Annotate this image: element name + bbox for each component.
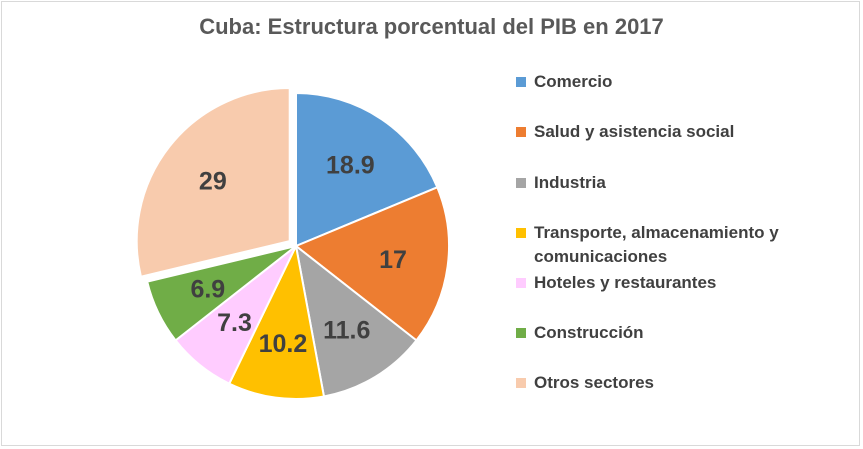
legend-swatch xyxy=(516,178,526,188)
legend-label: Construcción xyxy=(534,323,644,342)
legend-label: Transporte, almacenamiento y comunicacio… xyxy=(534,223,779,266)
legend-swatch xyxy=(516,278,526,288)
data-label-otros-sectores: 29 xyxy=(199,167,227,195)
legend-swatch xyxy=(516,127,526,137)
data-label-industria: 11.6 xyxy=(323,317,370,345)
data-label-comercio: 18.9 xyxy=(326,152,375,180)
pie-slice-otros-sectores xyxy=(135,87,291,278)
pie-slice-comercio xyxy=(295,91,439,248)
legend-swatch xyxy=(516,228,526,238)
legend-label: Salud y asistencia social xyxy=(534,122,735,141)
legend-swatch xyxy=(516,378,526,388)
legend-swatch xyxy=(516,77,526,87)
pie-slice-industria xyxy=(294,243,418,398)
legend-label: Hoteles y restaurantes xyxy=(534,273,717,292)
data-label-hoteles-y-restaurantes: 7.3 xyxy=(217,309,252,337)
legend-label: Comercio xyxy=(534,72,613,91)
legend-label: Industria xyxy=(534,173,606,192)
pie-slice-construccion xyxy=(146,245,297,342)
data-label-construccion: 6.9 xyxy=(190,276,225,304)
chart-title: Cuba: Estructura porcentual del PIB en 2… xyxy=(199,14,664,39)
pie-slice-salud-y-asistencia-social xyxy=(294,185,450,342)
legend-swatch xyxy=(516,328,526,338)
data-label-salud-y-asistencia-social: 17 xyxy=(379,246,407,274)
pie-slice-transporte-almacenamiento-y-comunicaciones xyxy=(227,242,326,400)
legend-label: Otros sectores xyxy=(534,373,654,392)
data-label-transporte-almacenamiento-y-comunicaciones: 10.2 xyxy=(259,330,308,358)
